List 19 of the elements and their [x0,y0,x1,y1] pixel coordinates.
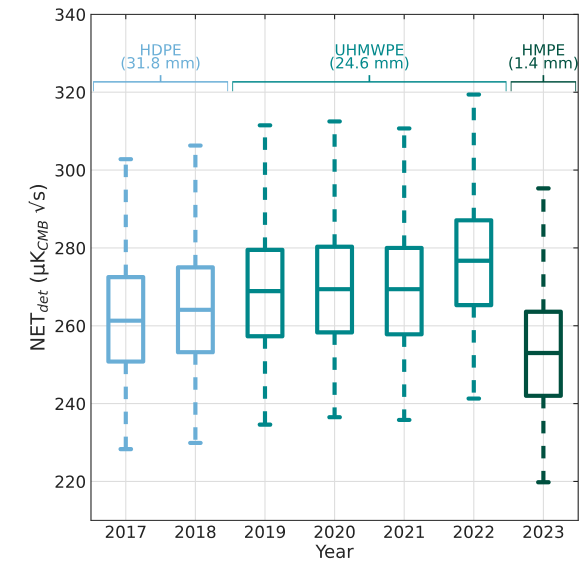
y-tick-label: 280 [56,242,86,254]
x-tick-label: 2017 [106,526,146,538]
text: UHMWPE (24.6 mm) [330,44,408,70]
y-tick-label: 320 [56,86,86,99]
x-tick-label: 2023 [523,526,564,538]
x-tick-label: 2018 [175,526,216,538]
x-tick-label: 2021 [384,526,424,538]
text: HDPE (31.8 mm) [122,44,200,70]
y-tick-label: 300 [56,164,86,177]
y-tick-label: 220 [56,475,86,488]
x-tick-label: 2019 [245,526,286,538]
text: HMPE (1.4 mm) [509,44,578,70]
y-axis-title: NET$_{det}$ (μK$_{CMB}$ √s) [28,184,49,350]
y-tick-label: 340 [56,8,86,21]
x-tick-label: 2020 [314,526,355,538]
y-tick-label: 260 [56,320,86,332]
y-tick-label: 240 [56,398,86,410]
x-tick-label: 2022 [454,526,494,538]
x-axis-title: Year [315,544,354,558]
